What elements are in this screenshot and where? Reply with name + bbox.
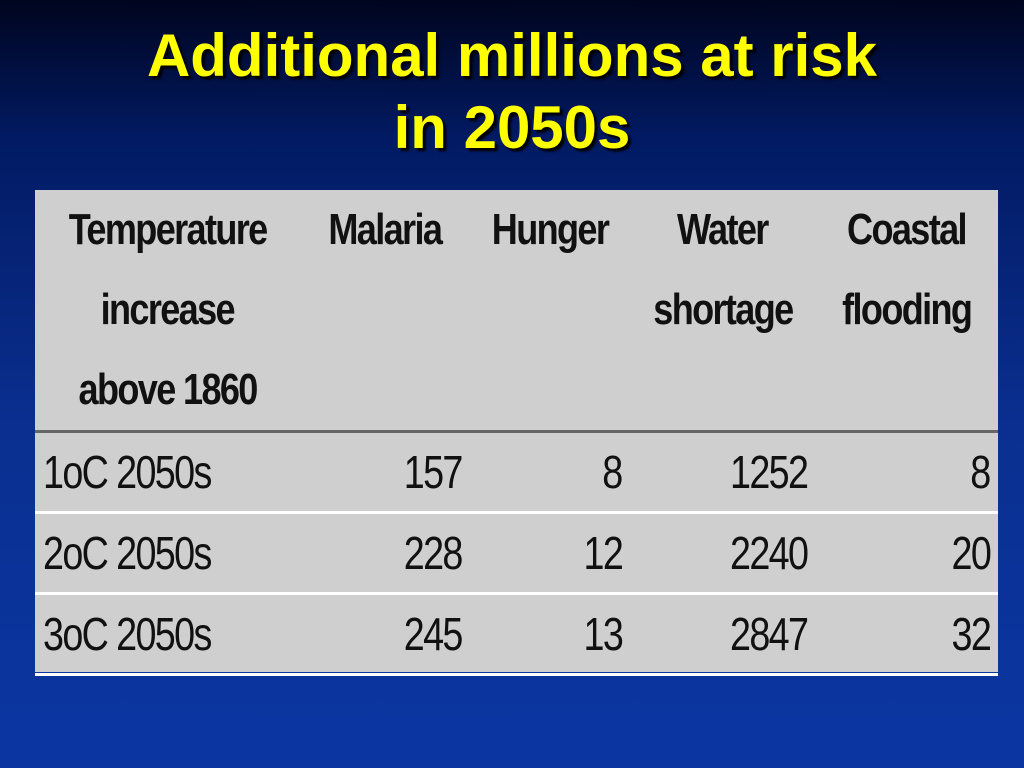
risk-table-container: Temperature increase above 1860 Malaria … <box>35 190 998 676</box>
cell-coastal-flooding: 8 <box>815 430 998 513</box>
row-label: 1oC 2050s <box>35 430 300 513</box>
cell-hunger: 12 <box>470 511 630 594</box>
slide-title-line-1: Additional millions at risk <box>146 22 878 89</box>
risk-table: Temperature increase above 1860 Malaria … <box>35 190 998 676</box>
header-water-shortage: Water shortage <box>652 205 794 334</box>
cell-hunger: 13 <box>470 592 630 676</box>
cell-water-shortage: 1252 <box>630 430 815 513</box>
slide-title-line-2: in 2050s <box>393 94 631 161</box>
cell-water-shortage: 2847 <box>630 592 815 676</box>
cell-water-shortage: 2240 <box>630 511 815 594</box>
row-label: 3oC 2050s <box>35 592 300 676</box>
header-temperature-increase: Temperature increase above 1860 <box>68 205 268 414</box>
header-coastal-flooding: Coastal flooding <box>841 205 973 334</box>
table-header-row: Temperature increase above 1860 Malaria … <box>35 190 998 432</box>
table-row: 1oC 2050s 157 8 1252 8 <box>35 430 998 513</box>
cell-coastal-flooding: 20 <box>815 511 998 594</box>
table-row: 2oC 2050s 228 12 2240 20 <box>35 511 998 594</box>
cell-malaria: 157 <box>300 430 470 513</box>
header-hunger: Hunger <box>491 205 610 254</box>
cell-malaria: 228 <box>300 511 470 594</box>
table-row: 3oC 2050s 245 13 2847 32 <box>35 592 998 676</box>
cell-hunger: 8 <box>470 430 630 513</box>
row-label: 2oC 2050s <box>35 511 300 594</box>
slide-title: Additional millions at risk in 2050s <box>0 20 1024 164</box>
cell-coastal-flooding: 32 <box>815 592 998 676</box>
header-malaria: Malaria <box>328 205 444 254</box>
cell-malaria: 245 <box>300 592 470 676</box>
